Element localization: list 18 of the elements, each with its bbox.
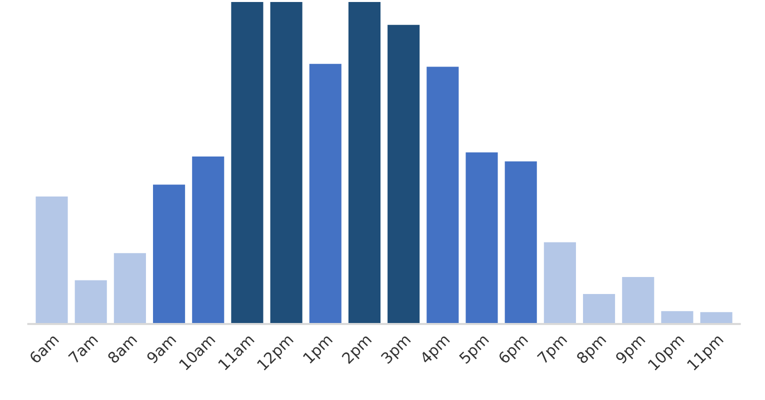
bar — [466, 152, 498, 324]
bar — [504, 161, 537, 324]
bar — [153, 184, 186, 324]
bar — [388, 24, 420, 324]
bar — [309, 64, 342, 324]
bar — [270, 2, 302, 324]
bar — [74, 280, 107, 324]
bar — [114, 253, 146, 324]
bar — [544, 242, 576, 324]
bar — [661, 311, 694, 324]
bar — [622, 276, 654, 324]
bar — [192, 156, 224, 324]
bar — [231, 2, 264, 324]
bar — [583, 294, 616, 324]
bar — [36, 196, 68, 324]
bar — [348, 2, 381, 324]
bar — [426, 66, 459, 324]
bar — [700, 312, 732, 324]
